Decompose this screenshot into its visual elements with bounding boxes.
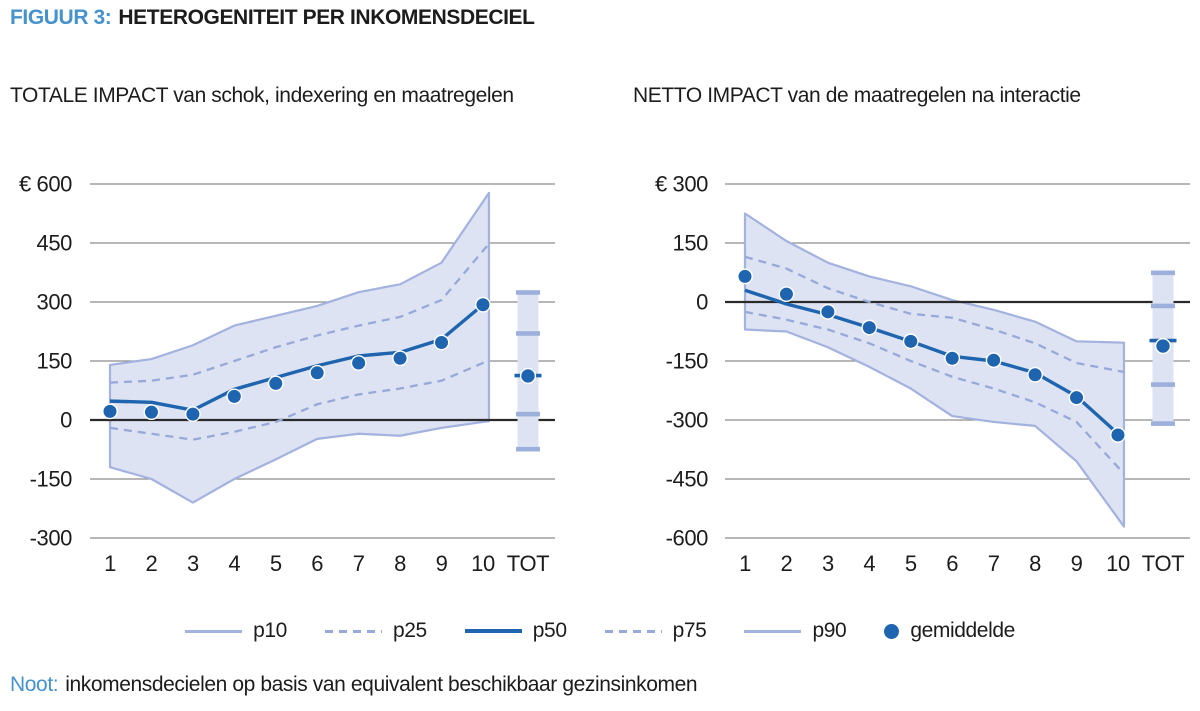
legend-label-p10: p10 bbox=[253, 619, 287, 642]
note-text: inkomensdecielen op basis van equivalent… bbox=[65, 673, 698, 696]
svg-text:-600: -600 bbox=[666, 526, 709, 551]
legend-sample-p50-line-icon bbox=[464, 629, 522, 633]
totale-impact-tot-column bbox=[514, 290, 542, 452]
netto-impact-plot: 1 2 3 4 5 6 7 8 9 10 TOT € 300 150 0 -150 -300 -450 -600 bbox=[655, 172, 1190, 576]
legend-label-p50: p50 bbox=[532, 619, 567, 642]
svg-text:10: 10 bbox=[1106, 551, 1130, 576]
legend-item-p50: p50 bbox=[464, 619, 567, 643]
totale-impact-p50-line bbox=[109, 303, 485, 412]
legend-item-p10: p10 bbox=[185, 619, 287, 643]
netto-impact-p50-line bbox=[744, 288, 1120, 436]
figure-title-text: HETEROGENITEIT PER INKOMENSDECIEL bbox=[118, 6, 535, 29]
totale-impact-p10-p90-band bbox=[108, 191, 491, 504]
netto-impact-x-axis-labels: 1 2 3 4 5 6 7 8 9 10 TOT bbox=[739, 551, 1185, 576]
svg-text:7: 7 bbox=[353, 551, 365, 576]
svg-text:5: 5 bbox=[270, 551, 282, 576]
svg-text:€ 600: € 600 bbox=[19, 172, 72, 197]
netto-impact-mean-dots bbox=[737, 268, 1126, 443]
legend-sample-gemiddelde-dot-icon bbox=[884, 623, 900, 639]
legend-label-p75: p75 bbox=[672, 619, 707, 642]
svg-text:TOT: TOT bbox=[507, 551, 549, 576]
figure-note: Noot: inkomensdecielen op basis van equiv… bbox=[10, 673, 698, 697]
svg-text:450: 450 bbox=[36, 231, 72, 256]
svg-text:-300: -300 bbox=[666, 408, 709, 433]
svg-text:1: 1 bbox=[739, 551, 751, 576]
svg-text:-150: -150 bbox=[30, 467, 73, 492]
legend-item-p75: p75 bbox=[604, 619, 707, 643]
svg-text:2: 2 bbox=[146, 551, 158, 576]
svg-text:10: 10 bbox=[471, 551, 495, 576]
totale-impact-p75-line bbox=[109, 243, 490, 384]
svg-text:9: 9 bbox=[1071, 551, 1083, 576]
svg-text:3: 3 bbox=[187, 551, 199, 576]
totale-impact-p25-line bbox=[109, 359, 490, 441]
legend-sample-p90-line-icon bbox=[744, 629, 802, 633]
right-chart-subtitle: NETTO IMPACT van de maatregelen na inter… bbox=[633, 84, 1081, 107]
legend-label-p90: p90 bbox=[812, 619, 847, 642]
svg-text:3: 3 bbox=[822, 551, 834, 576]
svg-text:0: 0 bbox=[696, 290, 708, 315]
note-label: Noot: bbox=[10, 673, 59, 696]
totale-impact-x-axis-labels: 1 2 3 4 5 6 7 8 9 10 TOT bbox=[104, 551, 550, 576]
svg-text:1: 1 bbox=[104, 551, 116, 576]
svg-text:0: 0 bbox=[60, 408, 72, 433]
svg-text:2: 2 bbox=[781, 551, 793, 576]
svg-text:4: 4 bbox=[863, 551, 875, 576]
legend-sample-p10-line-icon bbox=[185, 629, 243, 633]
figure-number-label: FIGUUR 3: bbox=[10, 6, 112, 29]
left-chart-subtitle: TOTALE IMPACT van schok, indexering en m… bbox=[10, 84, 514, 107]
legend-label-p25: p25 bbox=[392, 619, 427, 642]
legend-label-gemiddelde: gemiddelde bbox=[910, 619, 1015, 642]
svg-text:150: 150 bbox=[672, 231, 708, 256]
svg-text:5: 5 bbox=[905, 551, 917, 576]
svg-text:300: 300 bbox=[36, 290, 72, 315]
netto-impact-y-axis-labels: € 300 150 0 -150 -300 -450 -600 bbox=[655, 172, 709, 551]
svg-text:8: 8 bbox=[394, 551, 406, 576]
netto-impact-p75-line bbox=[744, 255, 1125, 374]
netto-impact-p25-line bbox=[744, 310, 1125, 475]
chart-legend: p10 p25 p50 p75 p90 gemiddelde bbox=[0, 619, 1200, 643]
legend-item-gemiddelde: gemiddelde bbox=[884, 619, 1015, 643]
svg-text:-300: -300 bbox=[30, 526, 73, 551]
svg-text:€ 300: € 300 bbox=[655, 172, 708, 197]
svg-text:9: 9 bbox=[436, 551, 448, 576]
netto-impact-tot-column bbox=[1149, 270, 1177, 426]
totale-impact-y-axis-labels: € 600 450 300 150 0 -150 -300 bbox=[19, 172, 73, 551]
legend-sample-p25-line-icon bbox=[324, 629, 382, 633]
svg-text:-150: -150 bbox=[666, 349, 709, 374]
svg-text:6: 6 bbox=[946, 551, 958, 576]
legend-sample-p75-line-icon bbox=[604, 629, 662, 633]
totale-impact-mean-dots bbox=[102, 296, 491, 422]
svg-text:-450: -450 bbox=[666, 467, 709, 492]
svg-text:150: 150 bbox=[36, 349, 72, 374]
svg-text:4: 4 bbox=[228, 551, 240, 576]
legend-item-p90: p90 bbox=[744, 619, 847, 643]
legend-item-p25: p25 bbox=[324, 619, 427, 643]
svg-text:6: 6 bbox=[311, 551, 323, 576]
figure-title: FIGUUR 3: HETEROGENITEIT PER INKOMENSDECI… bbox=[10, 6, 535, 30]
svg-text:7: 7 bbox=[988, 551, 1000, 576]
svg-text:TOT: TOT bbox=[1142, 551, 1184, 576]
svg-text:8: 8 bbox=[1029, 551, 1041, 576]
totale-impact-plot: 1 2 3 4 5 6 7 8 9 10 TOT € 600 450 300 150 0 -150 -300 bbox=[19, 172, 555, 576]
